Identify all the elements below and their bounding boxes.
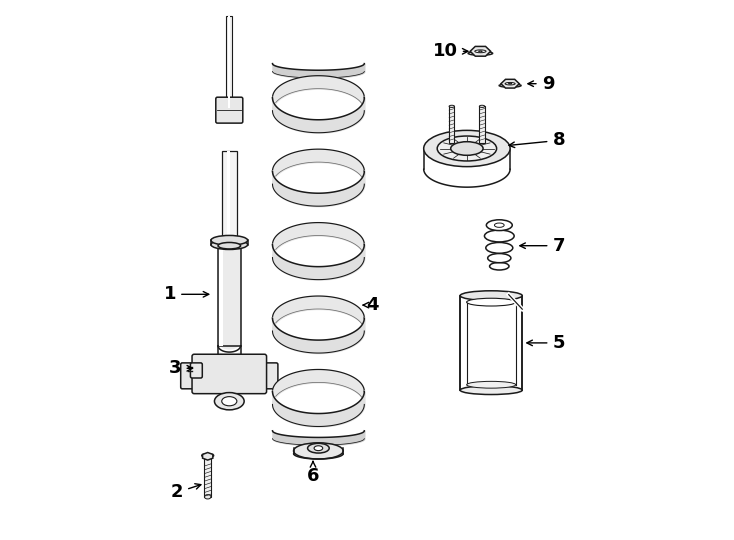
Ellipse shape (294, 443, 344, 459)
Text: 9: 9 (528, 75, 554, 93)
Ellipse shape (479, 105, 484, 107)
Ellipse shape (202, 454, 214, 457)
Text: 5: 5 (527, 334, 565, 352)
Bar (479, 106, 484, 143)
Ellipse shape (467, 381, 516, 388)
Ellipse shape (205, 495, 211, 499)
Polygon shape (470, 46, 490, 56)
Ellipse shape (479, 51, 482, 52)
Text: 6: 6 (307, 461, 319, 485)
Ellipse shape (505, 83, 515, 85)
Ellipse shape (487, 220, 512, 231)
Ellipse shape (486, 242, 513, 253)
FancyBboxPatch shape (216, 97, 243, 123)
Text: 1: 1 (164, 285, 208, 303)
Ellipse shape (460, 386, 523, 395)
Bar (205, 456, 211, 497)
Text: 2: 2 (171, 483, 201, 502)
Ellipse shape (495, 223, 504, 227)
Ellipse shape (475, 50, 486, 53)
Ellipse shape (460, 291, 523, 300)
Bar (227, 151, 230, 238)
Ellipse shape (449, 105, 454, 107)
FancyBboxPatch shape (181, 363, 196, 389)
FancyBboxPatch shape (192, 354, 266, 394)
Ellipse shape (218, 242, 241, 249)
Bar (460, 296, 523, 390)
Bar (218, 346, 241, 356)
Polygon shape (501, 79, 519, 88)
Ellipse shape (484, 230, 514, 242)
Ellipse shape (214, 393, 244, 410)
Bar (226, 16, 232, 108)
Bar (218, 246, 241, 346)
Ellipse shape (211, 240, 247, 249)
Ellipse shape (308, 443, 330, 453)
FancyBboxPatch shape (263, 363, 278, 389)
Bar (219, 246, 222, 346)
Text: 3: 3 (169, 359, 192, 377)
Ellipse shape (314, 446, 323, 450)
Bar (449, 106, 454, 143)
Ellipse shape (451, 141, 483, 156)
Bar (228, 16, 230, 108)
Ellipse shape (468, 51, 493, 55)
Ellipse shape (437, 136, 497, 161)
Text: 4: 4 (363, 296, 379, 314)
Bar (222, 151, 237, 238)
Polygon shape (203, 453, 213, 460)
FancyBboxPatch shape (190, 363, 203, 378)
Ellipse shape (222, 396, 237, 406)
Ellipse shape (211, 235, 247, 245)
Ellipse shape (467, 298, 516, 306)
Text: 10: 10 (433, 42, 468, 60)
Ellipse shape (499, 84, 521, 87)
Ellipse shape (490, 262, 509, 270)
Text: 8: 8 (509, 131, 565, 150)
Ellipse shape (487, 253, 511, 262)
Ellipse shape (424, 130, 510, 167)
Text: 7: 7 (520, 237, 565, 255)
Ellipse shape (509, 83, 512, 84)
